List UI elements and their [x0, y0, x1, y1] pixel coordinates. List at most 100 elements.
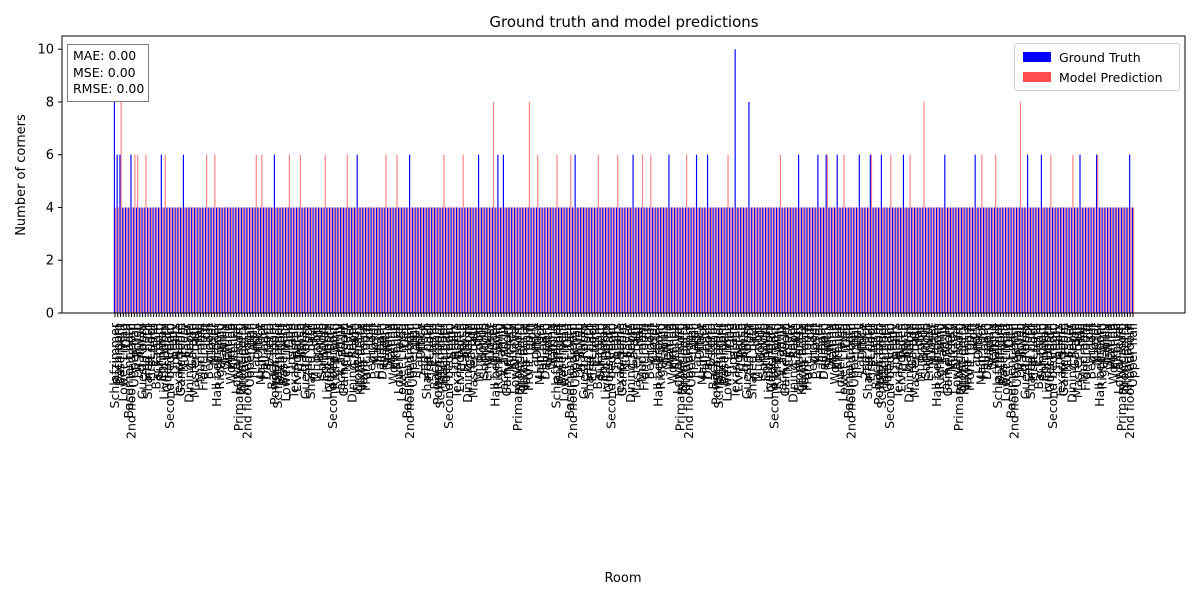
x-tick-label: Esterfo: [424, 323, 439, 367]
bar-model-prediction: [564, 207, 566, 313]
x-tick-label: Front room: [1078, 323, 1093, 391]
x-tick-label: Kitchenette: [1119, 323, 1134, 395]
bar-ground-truth: [149, 207, 151, 313]
x-tick-label: Hall bedroom: [650, 323, 665, 407]
bar-ground-truth: [279, 207, 281, 313]
x-tick-label: Front entry: [234, 322, 249, 391]
bar-model-prediction: [484, 207, 486, 313]
bar-ground-truth: [340, 207, 342, 313]
bar-model-prediction: [534, 207, 536, 313]
x-tick-label: Right wing: [490, 323, 505, 389]
bar-model-prediction: [1127, 207, 1129, 313]
bar-model-prediction: [338, 207, 340, 313]
bar-ground-truth: [182, 154, 184, 313]
bar-ground-truth: [315, 207, 317, 313]
bar-ground-truth: [878, 207, 880, 313]
bar-ground-truth: [720, 207, 722, 313]
x-tick-label: Pantry: [540, 322, 555, 363]
bar-model-prediction: [617, 154, 619, 313]
bar-ground-truth: [461, 207, 463, 313]
bar-ground-truth: [996, 207, 998, 313]
bar-model-prediction: [528, 101, 530, 313]
x-tick-label: Sunroom: [918, 323, 933, 379]
legend-label-model-prediction: Model Prediction: [1059, 69, 1163, 85]
bar-ground-truth: [1013, 207, 1015, 313]
x-tick-label: Master: [926, 322, 941, 366]
bar-ground-truth: [466, 207, 469, 313]
x-tick-label: Porch: [1012, 323, 1027, 357]
x-tick-label: Kitchenette: [353, 323, 368, 395]
bar-ground-truth: [1035, 207, 1037, 313]
bar-model-prediction: [892, 207, 895, 313]
x-tick-label: Lower Living: [835, 323, 850, 402]
bar-model-prediction: [1000, 207, 1002, 313]
bar-model-prediction: [1041, 207, 1044, 313]
bar-model-prediction: [134, 154, 136, 313]
bar-model-prediction: [793, 207, 795, 313]
x-tick-label: Front room: [799, 323, 814, 391]
bar-ground-truth: [141, 207, 143, 313]
x-tick-label: Attic: [245, 323, 260, 352]
x-tick-label: Master: [485, 322, 500, 366]
x-tick-label: Game room: [173, 323, 188, 397]
bar-model-prediction: [1003, 207, 1005, 313]
bar-model-prediction: [211, 207, 213, 313]
bar-ground-truth: [312, 207, 314, 313]
bar-ground-truth: [1054, 207, 1056, 313]
bar-ground-truth: [306, 207, 309, 313]
bar-ground-truth: [489, 207, 491, 313]
bar-model-prediction: [1008, 207, 1011, 313]
bar-ground-truth: [282, 207, 284, 313]
bar-model-prediction: [321, 207, 324, 313]
bar-ground-truth: [886, 207, 888, 313]
bar-ground-truth: [422, 207, 424, 313]
bar-ground-truth: [237, 207, 240, 313]
x-tick-label: Master bath: [187, 323, 202, 398]
bar-model-prediction: [548, 207, 550, 313]
x-tick-label: Dining Room: [786, 323, 801, 403]
x-tick-label: Nursery: [943, 322, 958, 372]
bar-ground-truth: [508, 207, 510, 313]
x-tick-label: Nursery: [176, 322, 191, 372]
bar-ground-truth: [356, 154, 358, 313]
bar-model-prediction: [297, 207, 299, 313]
x-tick-label: Master: [1089, 322, 1104, 366]
bar-model-prediction: [1072, 154, 1074, 313]
x-tick-label: Waiting: [824, 323, 839, 370]
bar-model-prediction: [956, 207, 958, 313]
x-tick-label: Guest bath: [764, 323, 779, 392]
bar-model-prediction: [142, 207, 144, 313]
bar-model-prediction: [214, 154, 216, 313]
bar-model-prediction: [1075, 207, 1077, 313]
bar-ground-truth: [836, 154, 838, 313]
x-tick-label: Laundry: [410, 322, 425, 374]
bar-model-prediction: [713, 207, 715, 313]
bar-ground-truth: [588, 207, 590, 313]
x-tick-label: Lower level: [670, 323, 685, 394]
bar-model-prediction: [818, 207, 820, 313]
x-tick-label: Master: [369, 322, 384, 366]
bar-ground-truth: [891, 207, 893, 313]
bar-ground-truth: [574, 154, 576, 313]
x-tick-label: Sunroom: [593, 323, 608, 379]
bar-ground-truth: [491, 207, 493, 313]
bar-model-prediction: [937, 207, 939, 313]
bar-ground-truth: [900, 207, 902, 313]
x-tick-label: Guest Room: [576, 323, 591, 399]
x-tick-label: Second bedroom: [325, 323, 340, 429]
x-tick-label: 2nd floor: [857, 322, 872, 379]
bar-model-prediction: [895, 207, 897, 313]
bar-model-prediction: [755, 207, 757, 313]
bar-model-prediction: [672, 207, 674, 313]
x-tick-label: Upstairs: [446, 323, 461, 374]
x-tick-label: Hall: [910, 323, 925, 347]
x-tick-label: Powder room: [871, 323, 886, 405]
bar-model-prediction: [501, 207, 503, 313]
bar-model-prediction: [559, 207, 561, 313]
bar-model-prediction: [355, 207, 357, 313]
bar-ground-truth: [246, 207, 248, 313]
bar-model-prediction: [768, 207, 770, 313]
bar-ground-truth: [265, 207, 267, 313]
bar-model-prediction: [926, 207, 928, 313]
bar-model-prediction: [801, 207, 804, 313]
